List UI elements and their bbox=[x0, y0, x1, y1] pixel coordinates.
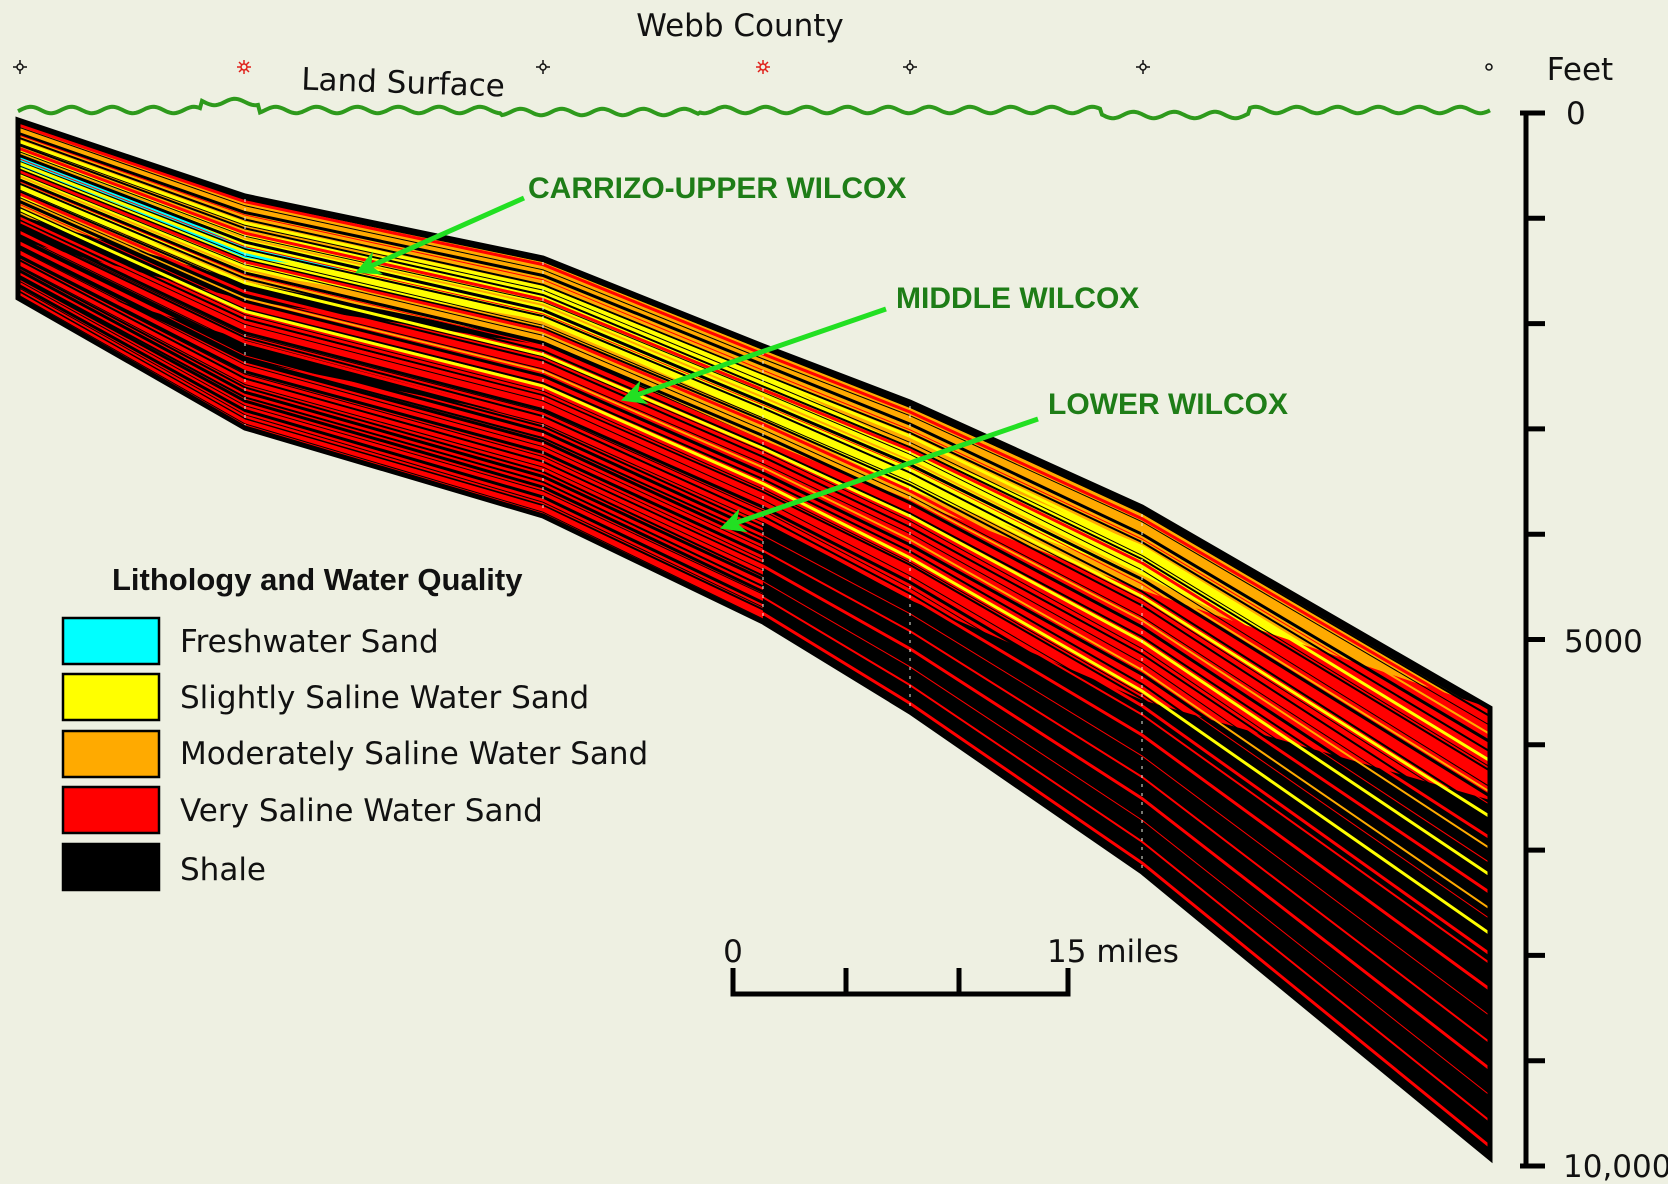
strata-line bbox=[18, 258, 1490, 1061]
strata-line bbox=[18, 290, 1490, 1141]
strata-line bbox=[18, 248, 1490, 1035]
scale-bar-end-label: 15 miles bbox=[1047, 934, 1179, 970]
strata-line bbox=[18, 126, 1490, 726]
well-symbol-icon bbox=[13, 60, 27, 74]
well-symbol-icon bbox=[903, 60, 917, 74]
strata-line bbox=[18, 241, 1490, 1017]
legend-label: Very Saline Water Sand bbox=[180, 793, 543, 829]
depth-tick-label: 5000 bbox=[1564, 624, 1643, 660]
strata-line bbox=[18, 181, 1490, 868]
strata-line bbox=[18, 189, 1490, 889]
legend-item: Moderately Saline Water Sand bbox=[61, 729, 648, 779]
formation-label-middle-wilcox: MIDDLE WILCOX bbox=[896, 282, 1139, 315]
legend: Lithology and Water Quality Freshwater S… bbox=[61, 562, 648, 892]
well-markers bbox=[13, 60, 1493, 74]
formation-labels: CARRIZO-UPPER WILCOX MIDDLE WILCOX LOWER… bbox=[355, 172, 1288, 533]
strata-line bbox=[18, 265, 1490, 1081]
legend-swatch bbox=[61, 842, 161, 892]
legend-swatch bbox=[61, 616, 161, 666]
legend-swatch bbox=[61, 785, 161, 835]
strata-line bbox=[18, 196, 1490, 903]
depth-unit-label: Feet bbox=[1547, 52, 1613, 88]
strata-line bbox=[18, 283, 1490, 1127]
strata-line bbox=[18, 244, 1490, 1026]
formation-label-carrizo-upper-wilcox: CARRIZO-UPPER WILCOX bbox=[528, 172, 906, 205]
legend-item: Shale bbox=[61, 842, 266, 892]
strata-line bbox=[18, 279, 1490, 1114]
strata-line bbox=[18, 218, 1490, 960]
arrow-icon bbox=[620, 306, 887, 405]
well-symbol-icon bbox=[237, 60, 251, 74]
arrow-icon bbox=[719, 416, 1039, 533]
depth-scale: Feet 0 5000 10,000 bbox=[1520, 52, 1668, 1184]
land-surface-label: Land Surface bbox=[301, 61, 506, 104]
strata-line bbox=[18, 139, 1490, 762]
strata-line bbox=[18, 213, 1490, 947]
legend-label: Moderately Saline Water Sand bbox=[180, 736, 648, 772]
legend-label: Freshwater Sand bbox=[180, 624, 439, 660]
legend-item: Very Saline Water Sand bbox=[61, 785, 543, 835]
well-symbol-icon bbox=[756, 60, 770, 74]
legend-item: Slightly Saline Water Sand bbox=[61, 672, 589, 722]
strata-line bbox=[18, 199, 1490, 914]
legend-swatch bbox=[61, 729, 161, 779]
distance-scale-bar: 0 15 miles bbox=[723, 934, 1179, 997]
scale-bar-start-label: 0 bbox=[723, 934, 743, 970]
very-saline-zone-upper bbox=[18, 240, 1490, 800]
strata-line bbox=[18, 261, 1490, 1071]
arrow-icon bbox=[355, 195, 526, 275]
legend-label: Slightly Saline Water Sand bbox=[180, 680, 589, 716]
legend-label: Shale bbox=[180, 852, 266, 888]
well-symbol-icon bbox=[1136, 60, 1150, 74]
strata-line bbox=[18, 207, 1490, 936]
legend-swatch bbox=[61, 672, 161, 722]
land-surface-line bbox=[17, 96, 1491, 121]
county-title: Webb County bbox=[636, 8, 844, 44]
depth-tick-label: 10,000 bbox=[1563, 1149, 1668, 1184]
depth-tick-label: 0 bbox=[1566, 96, 1586, 132]
legend-item: Freshwater Sand bbox=[61, 616, 439, 666]
well-symbol-icon bbox=[1485, 63, 1493, 71]
strata-line bbox=[18, 230, 1490, 991]
well-symbol-icon bbox=[536, 60, 550, 74]
legend-title: Lithology and Water Quality bbox=[112, 562, 523, 597]
formation-label-lower-wilcox: LOWER WILCOX bbox=[1048, 388, 1288, 421]
